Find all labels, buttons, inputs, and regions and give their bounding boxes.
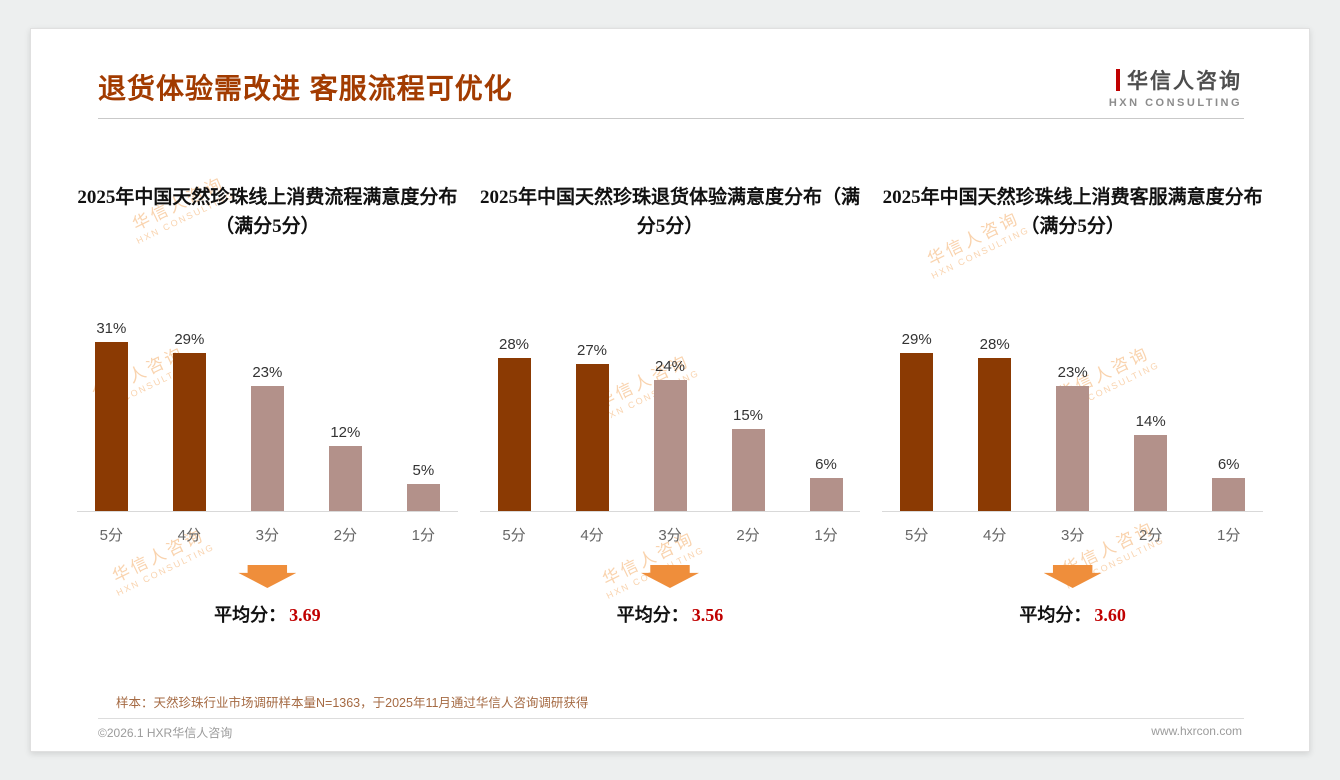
company-logo: 华信人咨询 HXN CONSULTING <box>1109 65 1242 109</box>
bar-rect <box>809 478 843 511</box>
bar-cell: 28% <box>978 336 1012 511</box>
bar-rect <box>978 358 1012 511</box>
average-label: 平均分： <box>616 605 689 625</box>
category-axis: 5分 4分 3分 2分 1分 <box>480 524 861 545</box>
bar-cell: 6% <box>1212 456 1246 511</box>
logo-text-en: HXN CONSULTING <box>1108 97 1242 109</box>
bar-value-label: 29% <box>174 331 205 348</box>
average-score: 平均分： 3.69 <box>71 601 464 627</box>
bar-cell: 12% <box>328 424 362 511</box>
bar-value-label: 12% <box>330 424 361 441</box>
average-score: 平均分： 3.56 <box>474 601 867 627</box>
bar-rect <box>653 380 687 511</box>
category-label: 3分 <box>658 527 682 544</box>
down-arrow-icon <box>1043 565 1102 588</box>
bar-value-label: 23% <box>252 364 283 381</box>
bar-cell: 24% <box>653 358 687 511</box>
bar-rect <box>172 353 206 511</box>
category-label: 2分 <box>736 527 760 544</box>
bar-rect <box>94 342 128 511</box>
bar-cell: 5% <box>406 462 440 511</box>
chart-panel-process-satisfaction: 2025年中国天然珍珠线上消费流程满意度分布（满分5分） 31% 29% 23% 12… <box>71 184 464 627</box>
average-label: 平均分： <box>214 605 287 625</box>
bar-cell: 28% <box>497 336 531 511</box>
category-label: 1分 <box>411 527 435 544</box>
bar-cell: 29% <box>172 331 206 511</box>
bar-plot: 29% 28% 23% 14% 6% <box>882 272 1264 512</box>
bar-plot: 28% 27% 24% 15% 6% <box>479 272 861 512</box>
bar-rect <box>900 353 934 511</box>
down-arrow-icon <box>238 565 297 588</box>
bar-rect <box>406 484 440 511</box>
category-label: 5分 <box>99 527 123 544</box>
bar-cell: 14% <box>1134 413 1168 511</box>
chart-title: 2025年中国天然珍珠线上消费流程满意度分布（满分5分） <box>77 187 458 237</box>
bar-cell: 27% <box>575 342 609 511</box>
category-label: 4分 <box>580 527 604 544</box>
bar-rect <box>1212 478 1246 511</box>
category-label: 5分 <box>905 527 929 544</box>
bar-value-label: 28% <box>979 336 1010 353</box>
category-label: 3分 <box>1061 527 1085 544</box>
footer: ©2026.1 HXR华信人咨询 www.hxrcon.com <box>98 724 1242 741</box>
logo-accent-bar <box>1116 69 1120 91</box>
bar-value-label: 27% <box>576 342 608 359</box>
bar-value-label: 5% <box>412 462 435 479</box>
bar-value-label: 31% <box>96 320 127 337</box>
category-label: 1分 <box>1217 527 1241 544</box>
bar-cell: 31% <box>94 320 128 511</box>
down-arrow-icon <box>641 565 699 588</box>
bar-rect <box>731 429 765 511</box>
average-label: 平均分： <box>1019 605 1092 625</box>
average-score: 平均分： 3.60 <box>876 601 1269 627</box>
bar-value-label: 6% <box>1217 456 1240 473</box>
chart-panel-return-satisfaction: 2025年中国天然珍珠退货体验满意度分布（满分5分） 28% 27% 24% 15% 6… <box>474 184 867 627</box>
category-label: 2分 <box>333 527 357 544</box>
chart-panel-service-satisfaction: 2025年中国天然珍珠线上消费客服满意度分布（满分5分） 29% 28% 23% 14… <box>876 184 1269 627</box>
category-label: 5分 <box>502 527 526 544</box>
slide-card: 华信人咨询 HXN CONSULTING 华信人咨询 HXN CONSULTIN… <box>30 28 1310 752</box>
category-label: 4分 <box>177 527 201 544</box>
bar-value-label: 28% <box>498 336 530 353</box>
logo-text-cn: 华信人咨询 <box>1127 70 1242 93</box>
bar-cell: 6% <box>809 456 843 511</box>
charts-row: 2025年中国天然珍珠线上消费流程满意度分布（满分5分） 31% 29% 23% 12… <box>71 184 1269 627</box>
bar-cell: 23% <box>250 364 284 511</box>
bar-value-label: 15% <box>732 407 764 424</box>
category-axis: 5分 4分 3分 2分 1分 <box>77 524 458 545</box>
chart-title: 2025年中国天然珍珠退货体验满意度分布（满分5分） <box>479 187 860 237</box>
bar-rect <box>1056 386 1090 511</box>
category-label: 2分 <box>1139 527 1163 544</box>
average-value: 3.56 <box>691 605 724 625</box>
bar-cell: 29% <box>900 331 934 511</box>
bar-value-label: 6% <box>815 456 837 473</box>
copyright-text: ©2026.1 HXR华信人咨询 <box>98 726 233 740</box>
page-title: 退货体验需改进 客服流程可优化 <box>98 73 513 104</box>
sample-footnote: 样本：天然珍珠行业市场调研样本量N=1363，于2025年11月通过华信人咨询调… <box>116 696 589 710</box>
bar-rect <box>497 358 531 511</box>
website-text: www.hxrcon.com <box>1151 724 1242 738</box>
bar-value-label: 29% <box>901 331 932 348</box>
bar-value-label: 24% <box>654 358 686 375</box>
average-value: 3.60 <box>1094 605 1126 625</box>
title-divider <box>98 118 1244 119</box>
bar-cell: 23% <box>1056 364 1090 511</box>
average-value: 3.69 <box>289 605 321 625</box>
category-label: 3分 <box>255 527 279 544</box>
bar-plot: 31% 29% 23% 12% 5% <box>77 272 458 512</box>
category-label: 4分 <box>983 527 1007 544</box>
chart-title: 2025年中国天然珍珠线上消费客服满意度分布（满分5分） <box>882 187 1263 237</box>
bar-rect <box>250 386 284 511</box>
bar-rect <box>575 364 609 511</box>
bar-rect <box>328 446 362 511</box>
bar-rect <box>1134 435 1168 511</box>
category-label: 1分 <box>814 527 838 544</box>
bar-value-label: 23% <box>1057 364 1088 381</box>
bar-cell: 15% <box>731 407 765 511</box>
category-axis: 5分 4分 3分 2分 1分 <box>882 524 1263 545</box>
bar-value-label: 14% <box>1135 413 1166 430</box>
footer-divider <box>98 718 1244 719</box>
